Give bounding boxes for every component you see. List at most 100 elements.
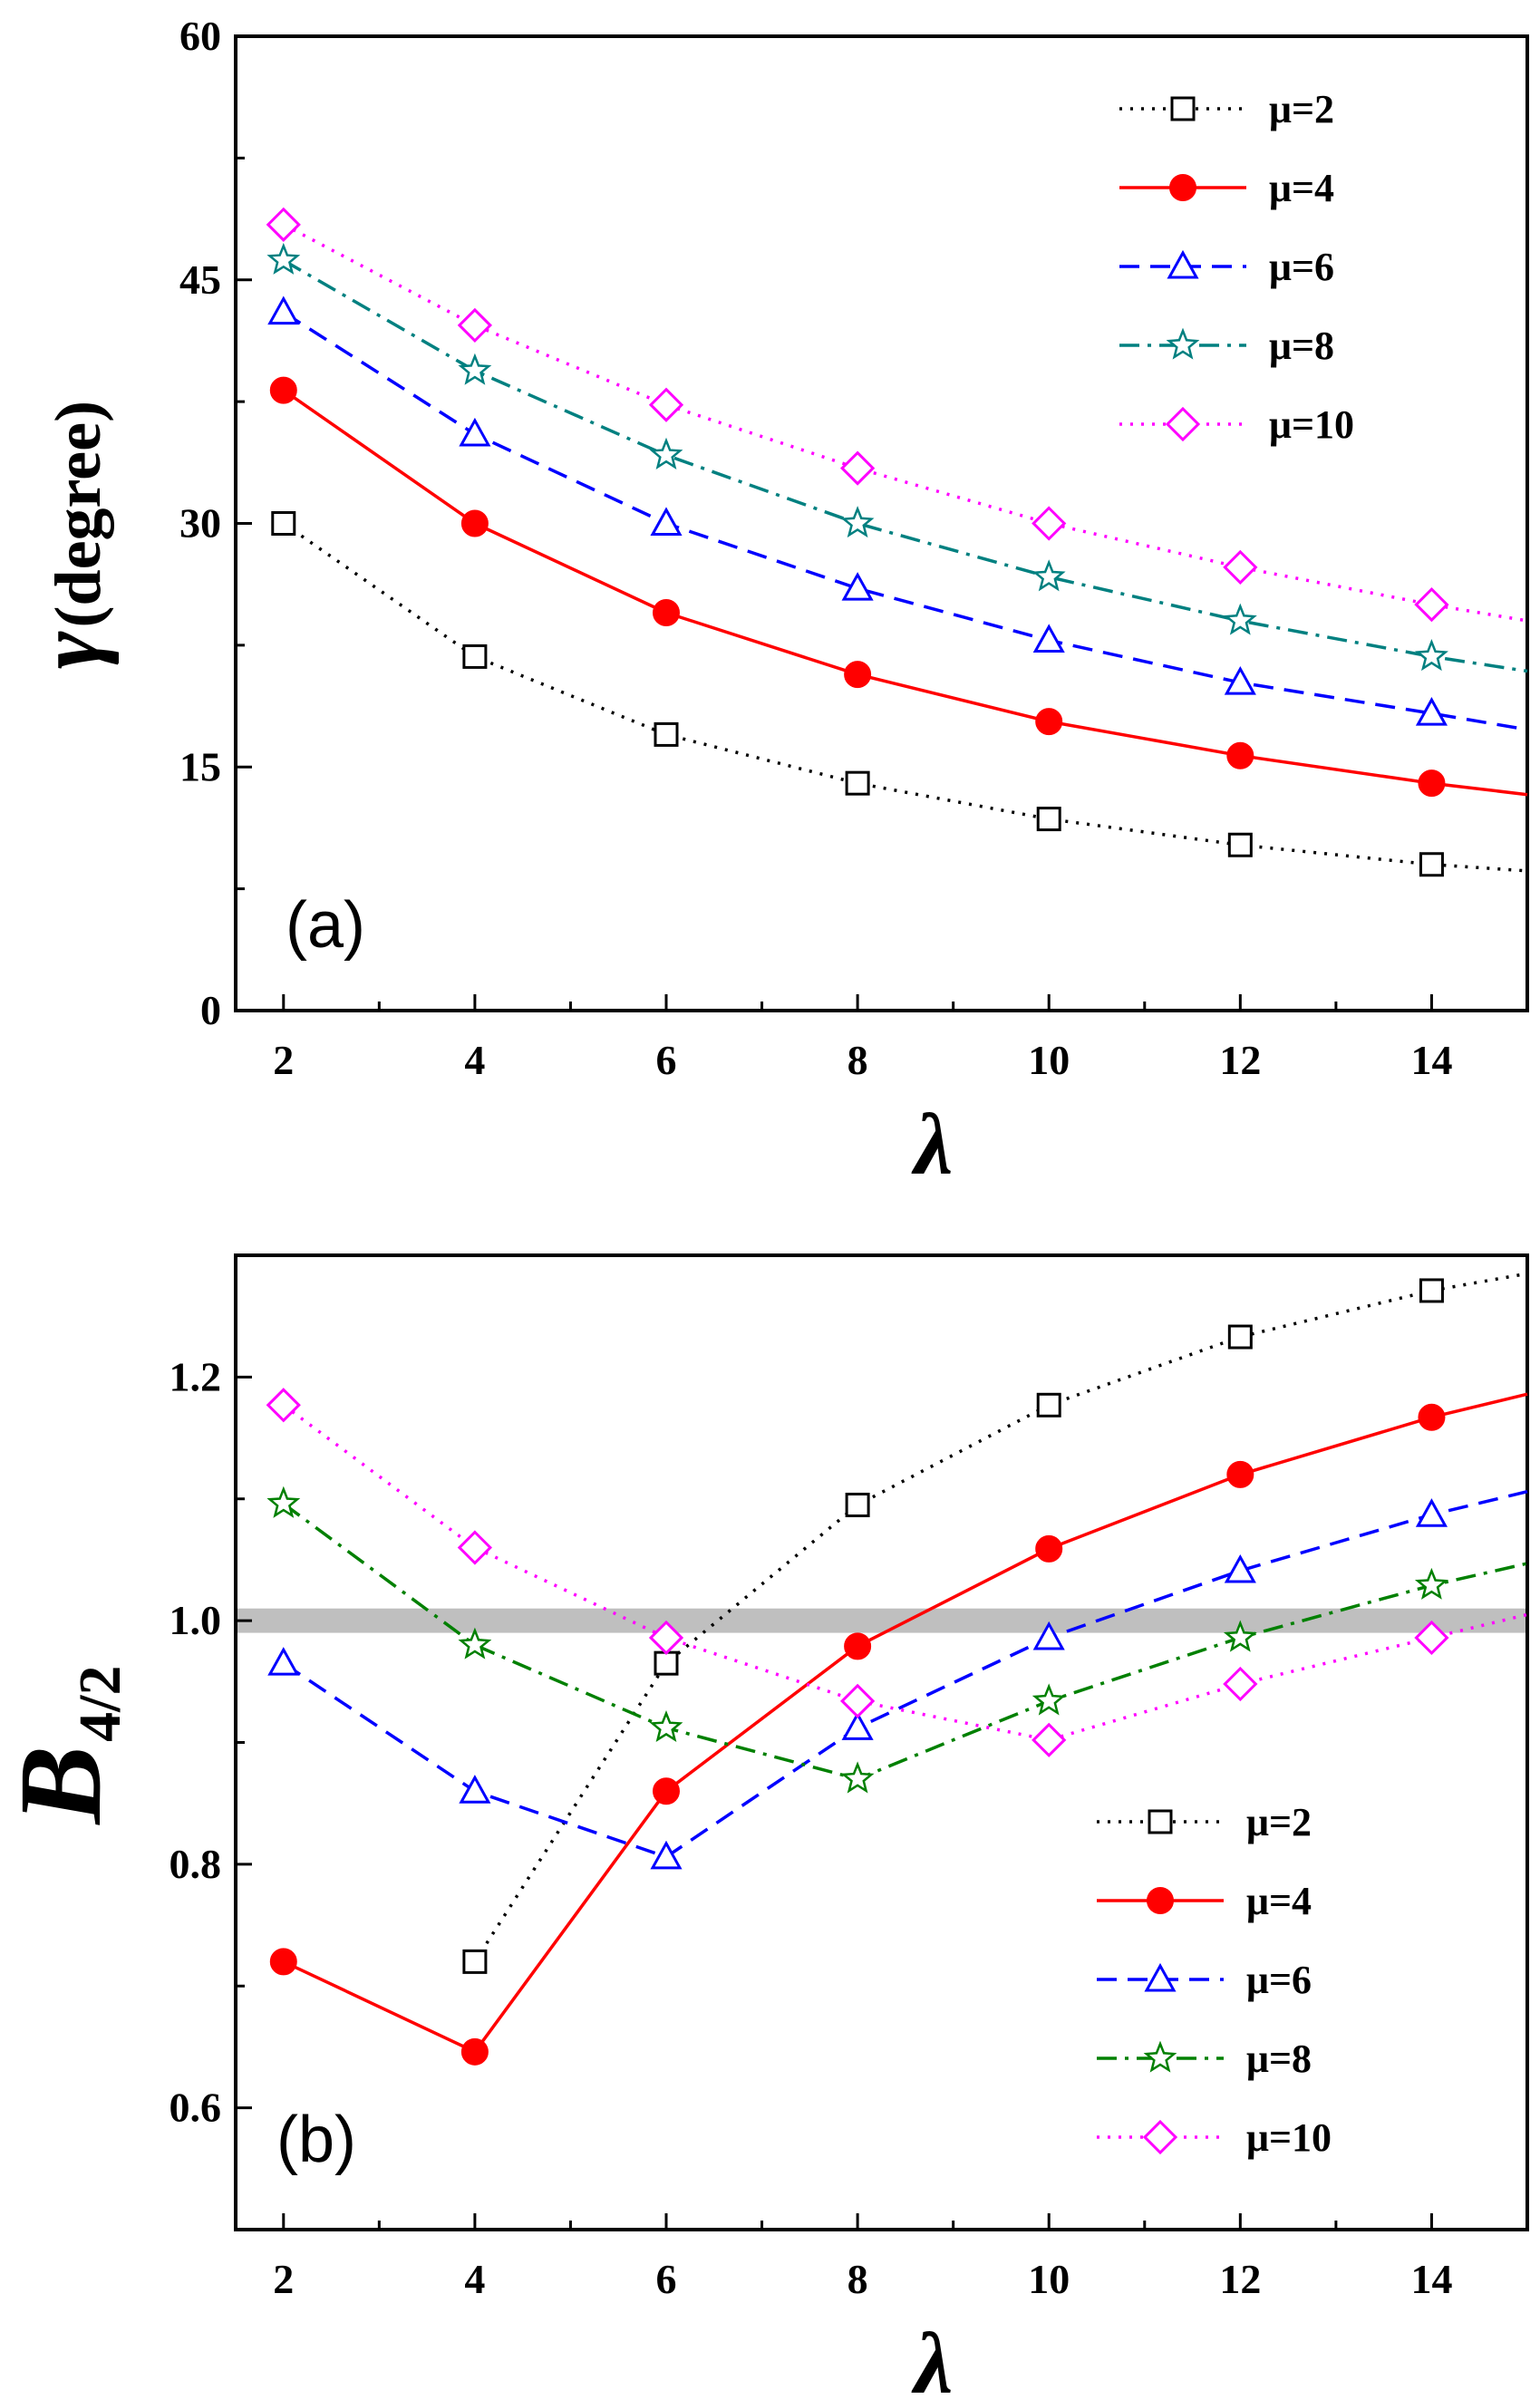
data-point-circle bbox=[1418, 769, 1446, 798]
data-point-square bbox=[462, 1949, 488, 1974]
data-point-star bbox=[266, 1485, 301, 1518]
data-point-star bbox=[840, 1761, 875, 1794]
x-tick-label: 6 bbox=[656, 2256, 677, 2302]
data-point-star bbox=[1032, 1683, 1066, 1716]
data-point-diamond bbox=[457, 307, 493, 344]
data-point-circle bbox=[1035, 708, 1063, 736]
legend-label: μ=8 bbox=[1269, 324, 1334, 368]
x-tick-label: 6 bbox=[656, 1037, 677, 1083]
data-point-diamond bbox=[1414, 586, 1449, 623]
data-point-triangle bbox=[459, 1775, 491, 1804]
legend-a: μ=2 μ=4 μ=6 μ=8 μ=10 bbox=[1119, 87, 1354, 447]
panel-label-a: (a) bbox=[286, 889, 365, 962]
data-point-square bbox=[1036, 807, 1061, 832]
data-point-triangle bbox=[267, 295, 300, 325]
x-tick-label: 12 bbox=[1219, 2256, 1261, 2302]
panel-b: 2 4 6 8 10 12 140.60.81.01.2 μ=2μ=4μ=6μ=8μ=10 … bbox=[0, 1253, 1529, 2400]
x-tick-label: 8 bbox=[847, 1037, 868, 1083]
data-point-diamond bbox=[648, 387, 684, 422]
data-point-square bbox=[1227, 832, 1253, 857]
data-point-triangle bbox=[1224, 665, 1256, 695]
legend-marker-star bbox=[1143, 2040, 1177, 2073]
data-point-triangle bbox=[650, 507, 683, 536]
data-point-diamond bbox=[1223, 549, 1258, 585]
x-axis-title-a: λ bbox=[911, 1096, 954, 1193]
y-axis-subscript-b: 4/2 bbox=[67, 1665, 133, 1741]
y-tick-label: 45 bbox=[179, 256, 221, 303]
data-point-star bbox=[1032, 559, 1066, 592]
y-tick-label: 0.8 bbox=[169, 1841, 222, 1887]
series-markers-b bbox=[266, 1278, 1449, 2066]
series-line-diamond bbox=[282, 1403, 1528, 1742]
data-point-star bbox=[1223, 1620, 1257, 1652]
plot-frame-b bbox=[234, 1253, 1529, 2231]
legend-label: μ=8 bbox=[1246, 2037, 1312, 2081]
data-point-square bbox=[1419, 852, 1444, 877]
y-axis-title-b: B 4/2 bbox=[0, 1665, 133, 1825]
y-tick-label: 30 bbox=[179, 500, 221, 547]
legend-marker-circle bbox=[1169, 174, 1196, 201]
data-point-square bbox=[1227, 1324, 1253, 1350]
data-point-circle bbox=[460, 2037, 489, 2066]
data-point-star bbox=[1223, 603, 1257, 635]
data-point-square bbox=[845, 770, 870, 796]
x-tick-label: 4 bbox=[464, 1037, 485, 1083]
legend-label: μ=4 bbox=[1269, 166, 1334, 210]
data-point-circle bbox=[653, 1777, 680, 1805]
x-tick-label: 14 bbox=[1410, 1037, 1452, 1083]
data-point-triangle bbox=[1415, 697, 1448, 726]
y-tick-label: 1.0 bbox=[169, 1597, 222, 1643]
x-tick-label: 10 bbox=[1028, 1037, 1070, 1083]
ticks-b: 2 4 6 8 10 12 14 0.6 0.8 1.0 1.2 bbox=[169, 1353, 1529, 2302]
legend-marker-circle bbox=[1147, 1887, 1174, 1914]
data-point-star bbox=[649, 437, 683, 469]
data-point-circle bbox=[844, 1632, 872, 1660]
series-markers-a bbox=[266, 207, 1449, 877]
data-point-circle bbox=[269, 376, 297, 404]
legend-label: μ=4 bbox=[1246, 1879, 1312, 1923]
data-point-circle bbox=[1226, 741, 1254, 769]
y-axis-title-a: γ (degree) bbox=[19, 401, 120, 669]
data-point-triangle bbox=[267, 1647, 300, 1676]
x-tick-label: 2 bbox=[273, 2256, 294, 2302]
panel-a: 2 4 6 8 10 12 14 0 15 30 45 60 μ=2 μ=4 μ=6 μ=8 μ=10 (a)… bbox=[19, 13, 1529, 1193]
legend-label: μ=10 bbox=[1246, 2115, 1332, 2160]
legend-label: μ=6 bbox=[1246, 1958, 1312, 2002]
series-line-triangle bbox=[282, 311, 1528, 731]
series-line-triangle bbox=[282, 1489, 1528, 1859]
data-point-triangle bbox=[1032, 624, 1065, 653]
series-lines-a bbox=[282, 223, 1528, 873]
data-point-star bbox=[458, 353, 492, 385]
legend-marker-triangle bbox=[1167, 249, 1199, 279]
legend-label: μ=2 bbox=[1269, 87, 1334, 131]
data-point-circle bbox=[1035, 1534, 1063, 1563]
data-point-square bbox=[654, 1650, 679, 1676]
data-point-circle bbox=[653, 599, 680, 627]
reference-band-b bbox=[236, 1608, 1527, 1633]
data-point-triangle bbox=[650, 1840, 683, 1870]
data-point-star bbox=[266, 242, 301, 275]
data-point-star bbox=[1414, 1567, 1448, 1600]
series-line-square bbox=[282, 522, 1528, 873]
x-tick-label: 4 bbox=[464, 2256, 485, 2302]
x-tick-label: 10 bbox=[1028, 2256, 1070, 2302]
data-point-diamond bbox=[1032, 506, 1067, 541]
data-point-diamond bbox=[457, 1530, 493, 1565]
data-point-triangle bbox=[1224, 1553, 1256, 1583]
data-point-star bbox=[649, 1710, 683, 1743]
data-point-circle bbox=[460, 509, 489, 537]
legend-marker-triangle bbox=[1144, 1962, 1177, 1992]
data-point-circle bbox=[844, 661, 872, 689]
series-line-diamond bbox=[282, 223, 1528, 623]
data-point-triangle bbox=[459, 417, 491, 447]
y-tick-label: 1.2 bbox=[169, 1353, 222, 1399]
series-line-circle bbox=[282, 389, 1528, 797]
data-point-circle bbox=[1418, 1403, 1446, 1431]
legend-marker-star bbox=[1166, 327, 1200, 360]
legend-label: μ=6 bbox=[1269, 245, 1334, 289]
data-point-diamond bbox=[266, 207, 301, 242]
y-axis-symbol-b: B bbox=[0, 1746, 126, 1826]
x-tick-label: 12 bbox=[1219, 1037, 1261, 1083]
data-point-square bbox=[271, 511, 296, 536]
data-point-triangle bbox=[841, 1711, 874, 1740]
